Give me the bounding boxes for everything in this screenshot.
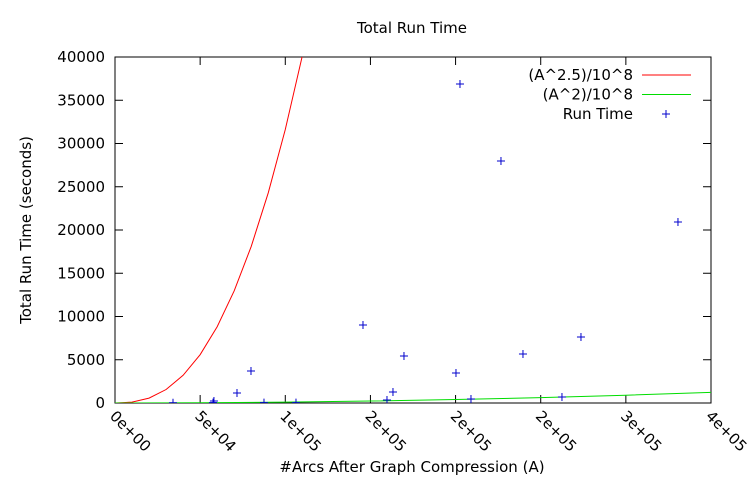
x-tick-label: 2e+05 xyxy=(362,407,410,455)
x-tick-label: 2e+05 xyxy=(532,407,580,455)
y-tick-label: 40000 xyxy=(57,48,105,66)
y-tick-label: 10000 xyxy=(57,308,105,326)
point xyxy=(455,79,464,88)
chart-title: Total Run Time xyxy=(356,19,467,37)
x-tick-label: 2e+05 xyxy=(447,407,495,455)
plot-area xyxy=(115,57,711,403)
x-tick-label: 0e+00 xyxy=(106,407,154,455)
series-line xyxy=(115,391,711,403)
point xyxy=(382,395,391,403)
point xyxy=(576,333,585,341)
legend-label: (A^2)/10^8 xyxy=(543,86,633,104)
y-axis-title: Total Run Time (seconds) xyxy=(17,136,35,325)
x-tick-label: 3e+05 xyxy=(617,407,665,455)
y-tick-label: 20000 xyxy=(57,221,105,239)
x-axis-title: #Arcs After Graph Compression (A) xyxy=(279,458,544,476)
point xyxy=(388,388,397,397)
point xyxy=(399,352,408,361)
point xyxy=(259,398,268,403)
y-tick-label: 0 xyxy=(95,394,105,412)
x-tick-label: 1e+05 xyxy=(276,407,324,455)
y-tick-label: 30000 xyxy=(57,135,105,153)
point xyxy=(557,393,566,402)
point xyxy=(358,320,367,329)
x-tick-label: 4e+05 xyxy=(702,407,750,455)
point xyxy=(291,398,300,403)
point xyxy=(466,395,475,403)
point xyxy=(451,368,460,377)
y-tick-label: 5000 xyxy=(67,351,105,369)
point xyxy=(232,388,241,397)
x-tick-label: 5e+04 xyxy=(191,407,239,455)
series-line xyxy=(115,57,303,403)
point xyxy=(673,218,682,227)
point xyxy=(518,350,527,359)
legend-label: Run Time xyxy=(563,105,633,123)
point xyxy=(246,366,255,375)
point xyxy=(208,398,217,403)
point xyxy=(496,156,505,165)
y-tick-label: 25000 xyxy=(57,178,105,196)
y-tick-label: 15000 xyxy=(57,264,105,282)
point xyxy=(209,397,218,403)
y-tick-label: 35000 xyxy=(57,91,105,109)
legend-label: (A^2.5)/10^8 xyxy=(528,66,633,84)
point xyxy=(168,398,177,403)
legend-marker xyxy=(662,110,670,118)
